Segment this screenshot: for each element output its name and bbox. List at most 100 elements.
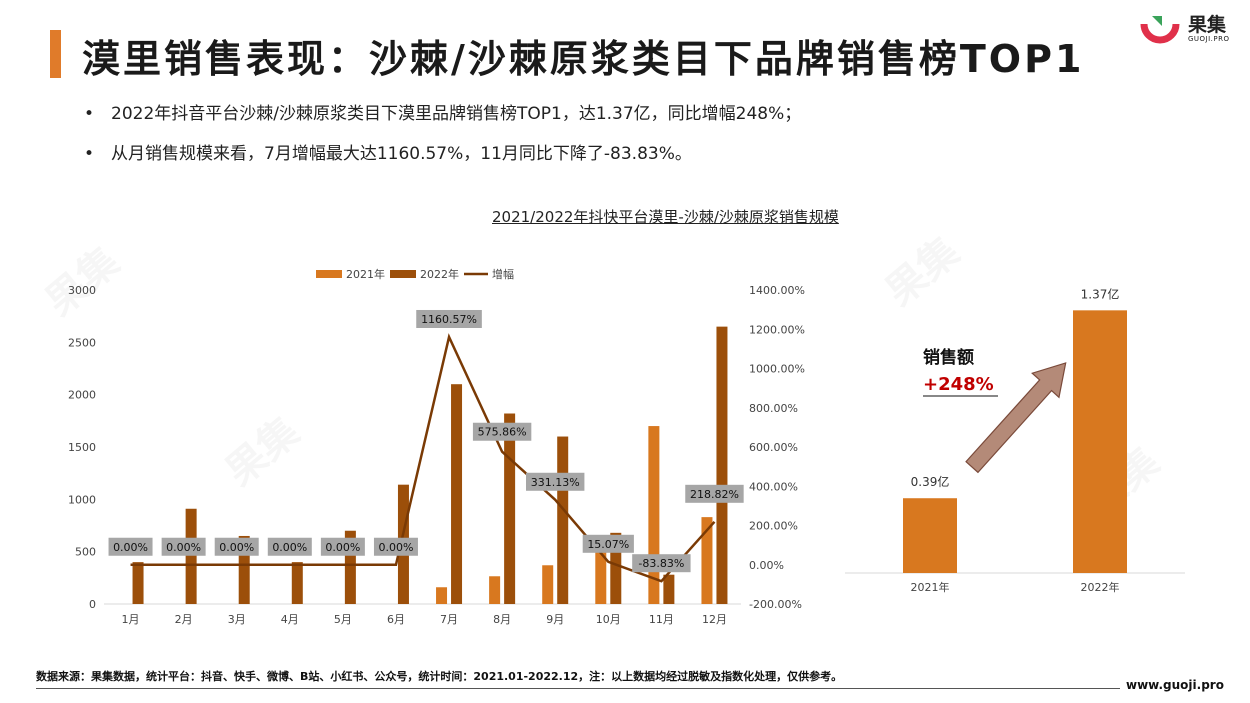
- point-label-box: [373, 537, 418, 556]
- y-left-tick-label: 1500: [68, 441, 96, 454]
- bar-2022: [132, 562, 144, 604]
- x-tick-label: 11月: [649, 613, 674, 626]
- bar-2021: [489, 576, 501, 604]
- bar-2022: [451, 384, 463, 604]
- x-tick-label: 9月: [546, 613, 564, 626]
- point-label-box: [161, 537, 206, 556]
- x-tick-label: 8月: [493, 613, 511, 626]
- growth-arrow-shape: [965, 362, 1067, 474]
- x-tick-label: 5月: [334, 613, 352, 626]
- bar-2021: [701, 517, 713, 604]
- logo-brand-text: 果集: [1188, 14, 1227, 36]
- point-label: 0.00%: [325, 541, 360, 554]
- point-label: 0.00%: [219, 541, 254, 554]
- point-label-box: [685, 484, 744, 503]
- monthly-sales-chart: 0 500 1000 1500 2000 2500 3000 -200.00% 0.00% 200…: [68, 267, 805, 626]
- chart-title: 2021/2022年抖快平台漠里-沙棘/沙棘原浆销售规模: [492, 208, 839, 226]
- y-left-tick-label: 3000: [68, 284, 96, 297]
- y-right-tick-label: 0.00%: [749, 559, 784, 572]
- point-label-box: [214, 537, 259, 556]
- legend-label: 2021年: [346, 267, 385, 281]
- y-left-tick-label: 2500: [68, 336, 96, 349]
- annotation-label: 销售额: [923, 347, 974, 368]
- bar-2022: [557, 436, 569, 604]
- x-tick-label: 7月: [440, 613, 458, 626]
- bullet-text: 从月销售规模来看，7月增幅最大达1160.57%，11月同比下降了-83.83%…: [111, 144, 692, 164]
- point-label-box: [526, 472, 585, 491]
- annual-value-label: 0.39亿: [911, 474, 950, 489]
- bar-2021: [648, 426, 660, 604]
- footer-divider: [36, 688, 1120, 689]
- growth-line: [130, 333, 716, 583]
- data-source-note: 数据来源：果集数据，统计平台：抖音、快手、微博、B站、小红书、公众号，统计时间：…: [36, 670, 843, 683]
- y-right-tick-label: 600.00%: [749, 441, 798, 454]
- bullet-item: • 2022年抖音平台沙棘/沙棘原浆类目下漠里品牌销售榜TOP1，达1.37亿，…: [84, 104, 801, 124]
- point-label: 0.00%: [113, 541, 148, 554]
- legend-label: 2022年: [420, 267, 459, 281]
- y-left-tick-label: 500: [75, 546, 96, 559]
- annual-x-label: 2021年: [911, 580, 950, 594]
- point-label-box: [267, 537, 312, 556]
- annual-x-label: 2022年: [1081, 580, 1120, 594]
- bar-2022: [716, 326, 728, 604]
- x-tick-label: 2月: [175, 613, 193, 626]
- point-label: 218.82%: [690, 488, 739, 501]
- point-label: 15.07%: [587, 538, 629, 551]
- point-label: 0.00%: [272, 541, 307, 554]
- point-label: 575.86%: [478, 426, 527, 439]
- title-accent-bar: [50, 30, 61, 78]
- y-left-tick-label: 0: [89, 598, 96, 611]
- y-left-tick-label: 1000: [68, 493, 96, 506]
- page-title: 漠里销售表现：沙棘/沙棘原浆类目下品牌销售榜TOP1: [82, 37, 1085, 81]
- point-label-box: [582, 534, 634, 553]
- bar-2022: [610, 532, 622, 604]
- y-right-tick-label: 200.00%: [749, 520, 798, 533]
- point-label-box: [108, 537, 153, 556]
- y-right-tick-label: 400.00%: [749, 480, 798, 493]
- bar-2022: [344, 530, 356, 604]
- bar-2021: [595, 541, 607, 604]
- point-label-box: [472, 422, 532, 441]
- brand-logo: 果集 GUOJI.PRO: [1140, 10, 1240, 50]
- bar-2022: [663, 574, 675, 604]
- y-right-tick-label: 800.00%: [749, 402, 798, 415]
- point-label-box: [632, 554, 691, 573]
- annual-value-label: 1.37亿: [1081, 286, 1120, 301]
- y-right-tick-label: -200.00%: [749, 598, 802, 611]
- point-label-box: [416, 309, 482, 328]
- bar-2021: [542, 565, 554, 604]
- y-right-tick-label: 1000.00%: [749, 363, 805, 376]
- x-tick-label: 10月: [596, 613, 621, 626]
- annotation-value: +248%: [923, 374, 994, 395]
- x-tick-label: 6月: [387, 613, 405, 626]
- annual-sales-chart: 0.39亿 2021年 1.37亿 2022年 销售额 +248%: [845, 286, 1185, 594]
- y-right-tick-label: 1400.00%: [749, 284, 805, 297]
- bar-2021: [436, 587, 448, 604]
- point-label-box: [320, 537, 365, 556]
- point-label: 0.00%: [166, 541, 201, 554]
- y-left-tick-label: 2000: [68, 389, 96, 402]
- legend-label: 增幅: [492, 267, 514, 281]
- bar-2022: [238, 535, 250, 604]
- logo-mark-icon: [1140, 16, 1180, 44]
- annual-bar: [903, 498, 957, 573]
- annual-bar: [1073, 310, 1127, 573]
- point-label: -83.83%: [638, 557, 684, 570]
- bar-2022: [291, 562, 303, 604]
- x-tick-label: 3月: [228, 613, 246, 626]
- point-label: 0.00%: [378, 541, 413, 554]
- legend-swatch-2021: [316, 270, 342, 278]
- bullet-item: • 从月销售规模来看，7月增幅最大达1160.57%，11月同比下降了-83.8…: [84, 144, 801, 164]
- x-tick-label: 1月: [122, 613, 140, 626]
- x-tick-label: 12月: [702, 613, 727, 626]
- bullet-marker: •: [84, 144, 95, 164]
- point-label: 331.13%: [531, 476, 580, 489]
- bar-2022: [504, 413, 516, 604]
- point-label: 1160.57%: [421, 313, 477, 326]
- y-right-tick-label: 1200.00%: [749, 323, 805, 336]
- site-url: www.guoji.pro: [1126, 678, 1224, 692]
- x-tick-label: 4月: [281, 613, 299, 626]
- summary-bullets: • 2022年抖音平台沙棘/沙棘原浆类目下漠里品牌销售榜TOP1，达1.37亿，…: [84, 104, 801, 184]
- bar-2022: [185, 508, 197, 604]
- bullet-text: 2022年抖音平台沙棘/沙棘原浆类目下漠里品牌销售榜TOP1，达1.37亿，同比…: [111, 104, 802, 124]
